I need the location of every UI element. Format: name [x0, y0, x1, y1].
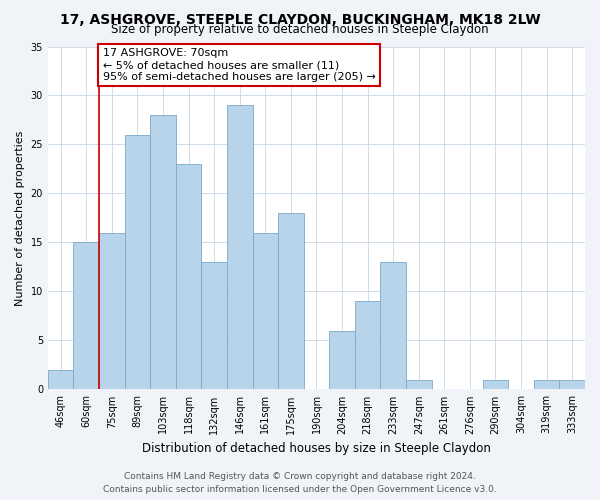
Bar: [176, 164, 202, 390]
Bar: [202, 262, 227, 390]
Bar: [406, 380, 431, 390]
Bar: [380, 262, 406, 390]
Text: 17 ASHGROVE: 70sqm
← 5% of detached houses are smaller (11)
95% of semi-detached: 17 ASHGROVE: 70sqm ← 5% of detached hous…: [103, 48, 376, 82]
Bar: [150, 115, 176, 390]
Bar: [253, 232, 278, 390]
Bar: [329, 330, 355, 390]
Y-axis label: Number of detached properties: Number of detached properties: [15, 130, 25, 306]
Text: Contains HM Land Registry data © Crown copyright and database right 2024.
Contai: Contains HM Land Registry data © Crown c…: [103, 472, 497, 494]
Bar: [227, 106, 253, 390]
Bar: [48, 370, 73, 390]
Bar: [99, 232, 125, 390]
Bar: [278, 213, 304, 390]
Bar: [534, 380, 559, 390]
Bar: [482, 380, 508, 390]
Bar: [125, 134, 150, 390]
Bar: [73, 242, 99, 390]
Text: 17, ASHGROVE, STEEPLE CLAYDON, BUCKINGHAM, MK18 2LW: 17, ASHGROVE, STEEPLE CLAYDON, BUCKINGHA…: [59, 12, 541, 26]
X-axis label: Distribution of detached houses by size in Steeple Claydon: Distribution of detached houses by size …: [142, 442, 491, 455]
Bar: [559, 380, 585, 390]
Text: Size of property relative to detached houses in Steeple Claydon: Size of property relative to detached ho…: [111, 24, 489, 36]
Bar: [355, 301, 380, 390]
